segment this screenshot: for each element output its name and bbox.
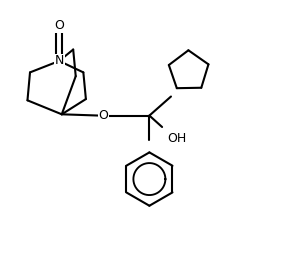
Text: OH: OH bbox=[167, 132, 186, 145]
Text: O: O bbox=[99, 109, 109, 122]
Text: N: N bbox=[55, 54, 64, 68]
Text: O: O bbox=[54, 19, 64, 32]
